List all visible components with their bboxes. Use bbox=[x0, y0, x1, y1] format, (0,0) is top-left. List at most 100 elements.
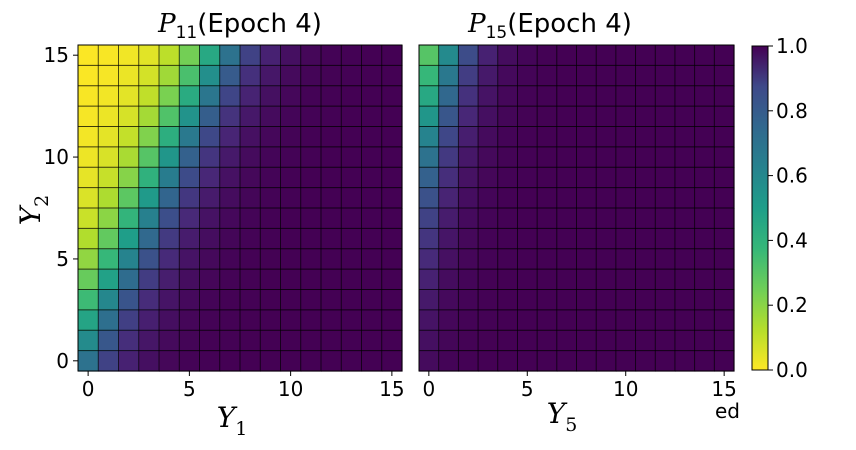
heatmap-cell bbox=[517, 330, 538, 352]
heatmap-cell bbox=[419, 106, 440, 128]
heatmap-cell bbox=[635, 65, 656, 87]
heatmap-cell bbox=[438, 85, 459, 107]
heatmap-cell bbox=[199, 228, 221, 250]
heatmap-cell bbox=[341, 289, 363, 311]
heatmap-cell bbox=[537, 167, 558, 189]
heatmap-cell bbox=[219, 167, 241, 189]
heatmap-cell bbox=[341, 228, 363, 250]
heatmap-cell bbox=[714, 45, 735, 66]
heatmap-cell bbox=[240, 289, 261, 311]
panel-2-axes: 0 5 10 15 bbox=[418, 44, 737, 401]
heatmap-cell bbox=[98, 350, 120, 372]
heatmap-cell bbox=[419, 45, 440, 66]
heatmap-cell bbox=[635, 228, 656, 250]
heatmap-cell bbox=[98, 309, 120, 331]
heatmap-cell bbox=[78, 187, 99, 209]
heatmap-cell bbox=[159, 45, 180, 66]
heatmap-cell bbox=[655, 269, 676, 291]
heatmap-cell bbox=[341, 65, 363, 87]
heatmap-cell bbox=[341, 269, 363, 291]
heatmap-cell bbox=[655, 126, 676, 148]
heatmap-cell bbox=[517, 106, 538, 128]
heatmap-cell bbox=[458, 85, 479, 107]
heatmap-cell bbox=[497, 208, 519, 229]
heatmap-cell bbox=[615, 65, 637, 87]
heatmap-cell bbox=[341, 146, 363, 168]
heatmap-cell bbox=[300, 208, 322, 229]
heatmap-cell bbox=[260, 65, 282, 87]
heatmap-cell bbox=[381, 330, 403, 352]
heatmap-cell bbox=[381, 85, 403, 107]
heatmap-cell bbox=[615, 85, 637, 107]
heatmap-cell bbox=[199, 106, 221, 128]
heatmap-cell bbox=[576, 228, 597, 250]
heatmap-cell bbox=[478, 106, 499, 128]
heatmap-cell bbox=[478, 228, 499, 250]
heatmap-cell bbox=[655, 167, 676, 189]
heatmap-cell bbox=[497, 228, 519, 250]
heatmap-cell bbox=[300, 309, 322, 331]
heatmap-cell bbox=[361, 187, 383, 209]
heatmap-cell bbox=[655, 187, 676, 209]
x-tick-label: 15 bbox=[711, 377, 736, 401]
heatmap-cell bbox=[556, 146, 578, 168]
heatmap-cell bbox=[219, 248, 241, 270]
heatmap-cell bbox=[517, 248, 538, 270]
heatmap-cell bbox=[556, 208, 578, 229]
heatmap-cell bbox=[321, 350, 342, 372]
heatmap-cell bbox=[118, 228, 140, 250]
heatmap-cell bbox=[300, 350, 322, 372]
heatmap-cell bbox=[159, 248, 180, 270]
heatmap-cell bbox=[497, 187, 519, 209]
heatmap-cell bbox=[596, 248, 617, 270]
heatmap-cell bbox=[179, 85, 201, 107]
heatmap-cell bbox=[714, 126, 735, 148]
heatmap-cell bbox=[497, 126, 519, 148]
heatmap-cell bbox=[179, 187, 201, 209]
heatmap-cell bbox=[240, 309, 261, 331]
heatmap-cell bbox=[179, 248, 201, 270]
heatmap-cell bbox=[159, 350, 180, 372]
heatmap-cell bbox=[674, 167, 696, 189]
heatmap-cell bbox=[118, 248, 140, 270]
heatmap-cell bbox=[714, 269, 735, 291]
heatmap-cell bbox=[694, 289, 715, 311]
heatmap-cell bbox=[497, 350, 519, 372]
heatmap-cell bbox=[596, 330, 617, 352]
heatmap-cell bbox=[419, 350, 440, 372]
heatmap-cell bbox=[361, 269, 383, 291]
heatmap-cell bbox=[438, 167, 459, 189]
heatmap-cell bbox=[497, 289, 519, 311]
heatmap-cell bbox=[635, 85, 656, 107]
heatmap-cell bbox=[674, 228, 696, 250]
heatmap-cell bbox=[300, 45, 322, 66]
x-tick-label: 0 bbox=[422, 377, 435, 401]
heatmap-cell bbox=[497, 106, 519, 128]
heatmap-cell bbox=[655, 248, 676, 270]
heatmap-cell bbox=[381, 350, 403, 372]
heatmap-cell bbox=[159, 187, 180, 209]
heatmap-cell bbox=[260, 126, 282, 148]
heatmap-cell bbox=[714, 167, 735, 189]
heatmap-cell bbox=[537, 106, 558, 128]
heatmap-cell bbox=[260, 106, 282, 128]
heatmap-cell bbox=[674, 146, 696, 168]
heatmap-cell bbox=[219, 187, 241, 209]
heatmap-cell bbox=[576, 289, 597, 311]
heatmap-cell bbox=[78, 208, 99, 229]
heatmap-cell bbox=[635, 350, 656, 372]
panel-2-cells bbox=[419, 45, 735, 372]
heatmap-cell bbox=[199, 208, 221, 229]
heatmap-cell bbox=[361, 167, 383, 189]
heatmap-cell bbox=[219, 309, 241, 331]
heatmap-cell bbox=[655, 309, 676, 331]
heatmap-cell bbox=[341, 248, 363, 270]
heatmap-cell bbox=[179, 167, 201, 189]
heatmap-cell bbox=[596, 65, 617, 87]
heatmap-cell bbox=[78, 45, 99, 66]
x-tick-label: 10 bbox=[613, 377, 638, 401]
heatmap-cell bbox=[556, 269, 578, 291]
heatmap-cell bbox=[341, 45, 363, 66]
heatmap-cell bbox=[458, 228, 479, 250]
heatmap-cell bbox=[537, 45, 558, 66]
